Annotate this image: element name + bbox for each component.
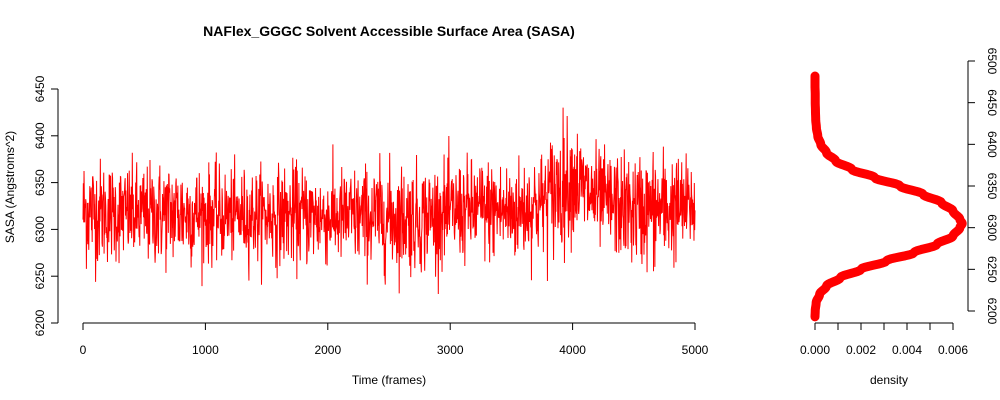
density-y-tick-label: 6450 (985, 89, 999, 116)
density-x-tick-label: 0.000 (800, 343, 830, 357)
density-x-ticks: 0.000 0.002 0.004 0.006 (800, 323, 968, 357)
density-x-tick-label: 0.004 (892, 343, 922, 357)
timeseries-y-ticks: 6200 6250 6300 6350 6400 6450 (33, 75, 58, 336)
timeseries-x-tick-label: 5000 (682, 343, 709, 357)
density-y-tick-label: 6250 (985, 256, 999, 283)
timeseries-x-tick-label: 0 (80, 343, 87, 357)
timeseries-x-tick-label: 4000 (559, 343, 586, 357)
timeseries-panel: 0 1000 2000 3000 4000 5000 6200 6250 6300 6350 64… (3, 75, 709, 387)
density-plot-area (810, 71, 967, 322)
density-x-tick-label: 0.006 (938, 343, 968, 357)
density-y-tick-label: 6400 (985, 131, 999, 158)
density-panel: 0.000 0.002 0.004 0.006 6200 6250 6300 6350 640… (800, 48, 999, 387)
density-y-tick-label: 6200 (985, 298, 999, 325)
density-y-tick-label: 6300 (985, 214, 999, 241)
density-y-tick-label: 6500 (985, 48, 999, 75)
density-x-label: density (870, 373, 908, 387)
timeseries-x-tick-label: 3000 (437, 343, 464, 357)
chart-title: NAFlex_GGGC Solvent Accessible Surface A… (203, 23, 575, 39)
timeseries-y-tick-label: 6300 (33, 216, 47, 243)
timeseries-y-tick-label: 6400 (33, 122, 47, 149)
timeseries-y-tick-label: 6450 (33, 75, 47, 102)
timeseries-y-tick-label: 6200 (33, 309, 47, 336)
sasa-series-line (82, 107, 696, 294)
density-y-ticks: 6200 6250 6300 6350 6400 6450 6500 (968, 48, 999, 325)
timeseries-x-ticks: 0 1000 2000 3000 4000 5000 (80, 323, 709, 357)
timeseries-x-tick-label: 1000 (192, 343, 219, 357)
timeseries-x-label: Time (frames) (352, 373, 426, 387)
timeseries-x-tick-label: 2000 (314, 343, 341, 357)
density-y-tick-label: 6350 (985, 173, 999, 200)
timeseries-plot-area (82, 107, 696, 294)
timeseries-y-label: SASA (Angstroms^2) (3, 131, 17, 243)
density-x-tick-label: 0.002 (846, 343, 876, 357)
timeseries-y-tick-label: 6350 (33, 169, 47, 196)
timeseries-y-tick-label: 6250 (33, 263, 47, 290)
density-curve (810, 71, 967, 322)
